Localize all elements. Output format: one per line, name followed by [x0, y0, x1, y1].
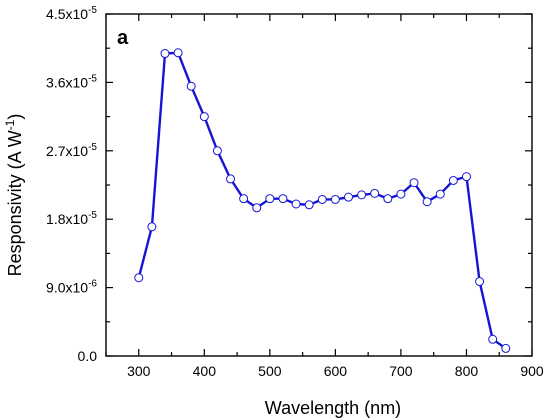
data-point: [199, 112, 209, 122]
data-point: [488, 334, 498, 344]
data-point: [173, 48, 183, 58]
data-point: [212, 146, 222, 156]
x-tick-label: 900: [520, 363, 544, 379]
data-point: [422, 197, 432, 207]
data-point: [370, 188, 380, 198]
data-point: [186, 81, 196, 91]
data-point: [435, 189, 445, 199]
data-point: [304, 200, 314, 210]
data-point: [448, 175, 458, 185]
y-axis-title: Responsivity (A W-1): [3, 114, 25, 277]
y-axis-title-main: Responsivity (A W: [5, 130, 25, 276]
axes: 300 400 500 600 700 800 900 0.0 9.0x10-6 1.8x10-5…: [46, 5, 544, 379]
data-point: [357, 190, 367, 200]
data-point: [501, 343, 511, 353]
x-tick-label: 800: [455, 363, 479, 379]
data-point: [396, 189, 406, 199]
data-point: [278, 194, 288, 204]
y-tick-label: 1.8x10-5: [46, 210, 97, 227]
x-tick-label: 700: [389, 363, 413, 379]
data-point: [343, 192, 353, 202]
data-point: [291, 199, 301, 209]
data-point: [383, 194, 393, 204]
y-tick-label: 0.0: [78, 348, 98, 364]
data-point: [252, 203, 262, 213]
data-point: [134, 273, 144, 283]
data-point: [239, 194, 249, 204]
data-point: [265, 194, 275, 204]
y-tick-label: 3.6x10-5: [46, 73, 97, 90]
x-tick-label: 500: [258, 363, 282, 379]
data-point: [147, 222, 157, 232]
y-axis-title-sup: -1: [3, 119, 17, 130]
data-point: [330, 194, 340, 204]
data-point: [160, 49, 170, 59]
data-point: [475, 277, 485, 287]
x-tick-label: 400: [193, 363, 217, 379]
data-point: [409, 178, 419, 188]
series-markers: [134, 48, 511, 353]
x-axis-title: Wavelength (nm): [265, 398, 401, 418]
y-axis-title-close: ): [5, 114, 25, 120]
data-point: [226, 174, 236, 184]
x-tick-label: 300: [127, 363, 151, 379]
y-tick-label: 4.5x10-5: [46, 5, 97, 22]
panel-label: a: [117, 27, 129, 49]
data-point: [461, 172, 471, 182]
x-tick-label: 600: [324, 363, 348, 379]
y-tick-label: 2.7x10-5: [46, 142, 97, 159]
data-point: [317, 194, 327, 204]
y-tick-label: 9.0x10-6: [46, 279, 97, 296]
